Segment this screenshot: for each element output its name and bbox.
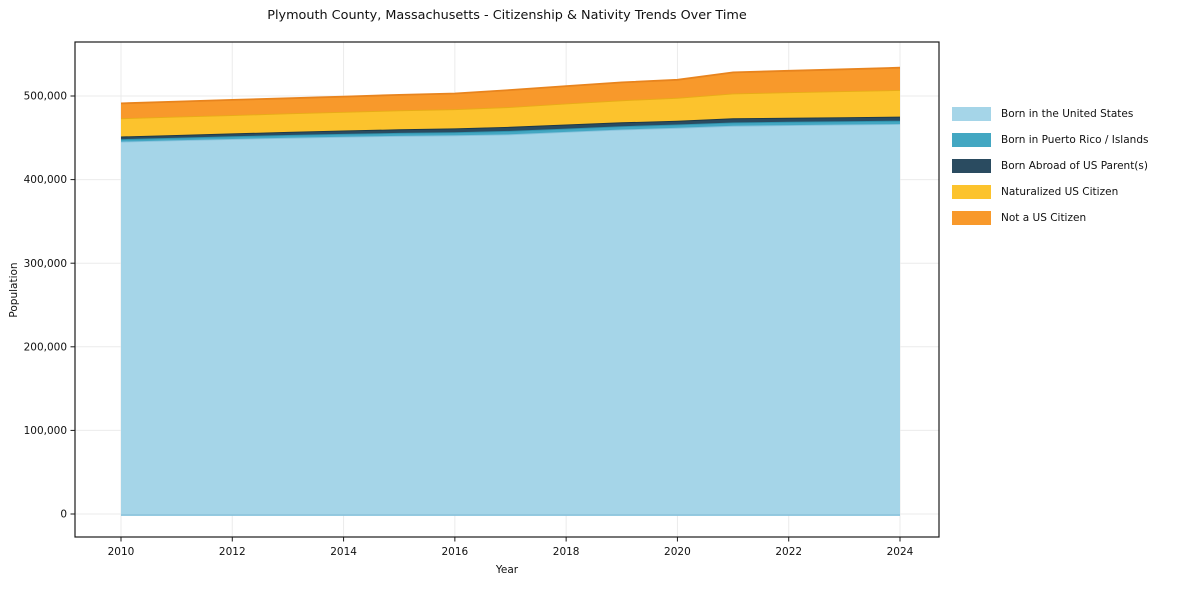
y-tick-label-300000: 300,000 xyxy=(24,258,67,270)
x-axis-label: Year xyxy=(495,564,519,576)
x-tick-label-2016: 2016 xyxy=(441,546,468,558)
y-tick-label-500000: 500,000 xyxy=(24,91,67,103)
legend-label-born-in-puerto-rico-islands: Born in Puerto Rico / Islands xyxy=(1001,134,1149,146)
area-naturalized-us-citizen xyxy=(121,90,900,137)
y-tick-label-200000: 200,000 xyxy=(24,341,67,353)
y-tick-label-0: 0 xyxy=(60,509,67,521)
x-tick-label-2020: 2020 xyxy=(664,546,691,558)
area-born-in-the-united-states xyxy=(121,124,900,514)
x-tick-label-2022: 2022 xyxy=(775,546,802,558)
legend-row-not-a-us-citizen: Not a US Citizen xyxy=(952,205,1148,231)
y-tick-label-100000: 100,000 xyxy=(24,425,67,437)
legend-swatch-born-in-the-united-states xyxy=(952,107,991,121)
x-tick-label-2014: 2014 xyxy=(330,546,357,558)
x-tick-label-2024: 2024 xyxy=(887,546,914,558)
area-series-group xyxy=(120,66,901,516)
legend-row-born-in-the-united-states: Born in the United States xyxy=(952,101,1148,127)
tick-marks xyxy=(70,95,901,542)
legend-row-born-in-puerto-rico-islands: Born in Puerto Rico / Islands xyxy=(952,127,1148,153)
legend-label-born-in-the-united-states: Born in the United States xyxy=(1001,108,1134,120)
legend-swatch-naturalized-us-citizen xyxy=(952,185,991,199)
y-axis-label: Population xyxy=(8,262,20,318)
x-tick-label-2010: 2010 xyxy=(108,546,135,558)
plot-border xyxy=(74,41,940,538)
area-edge-not-a-us-citizen xyxy=(120,66,901,105)
legend-label-born-abroad-of-us-parent-s: Born Abroad of US Parent(s) xyxy=(1001,160,1148,172)
legend-label-naturalized-us-citizen: Naturalized US Citizen xyxy=(1001,186,1119,198)
y-tick-label-400000: 400,000 xyxy=(24,174,67,186)
legend-row-naturalized-us-citizen: Naturalized US Citizen xyxy=(952,179,1148,205)
chart-title: Plymouth County, Massachusetts - Citizen… xyxy=(267,8,747,23)
x-tick-label-2018: 2018 xyxy=(553,546,580,558)
legend-swatch-born-abroad-of-us-parent-s xyxy=(952,159,991,173)
tick-labels: 2010 2012 2014 2016 2018 2020 2022 2024 0 100,000… xyxy=(24,91,914,558)
x-tick-label-2012: 2012 xyxy=(219,546,246,558)
area-not-a-us-citizen xyxy=(121,67,900,119)
legend-swatch-born-in-puerto-rico-islands xyxy=(952,133,991,147)
legend-label-not-a-us-citizen: Not a US Citizen xyxy=(1001,212,1087,224)
chart-legend: Born in the United States Born in Puerto … xyxy=(952,101,1148,231)
legend-swatch-not-a-us-citizen xyxy=(952,211,991,225)
legend-row-born-abroad-of-us-parent-s: Born Abroad of US Parent(s) xyxy=(952,153,1148,179)
area-born-abroad-of-us-parent-s xyxy=(121,116,900,140)
